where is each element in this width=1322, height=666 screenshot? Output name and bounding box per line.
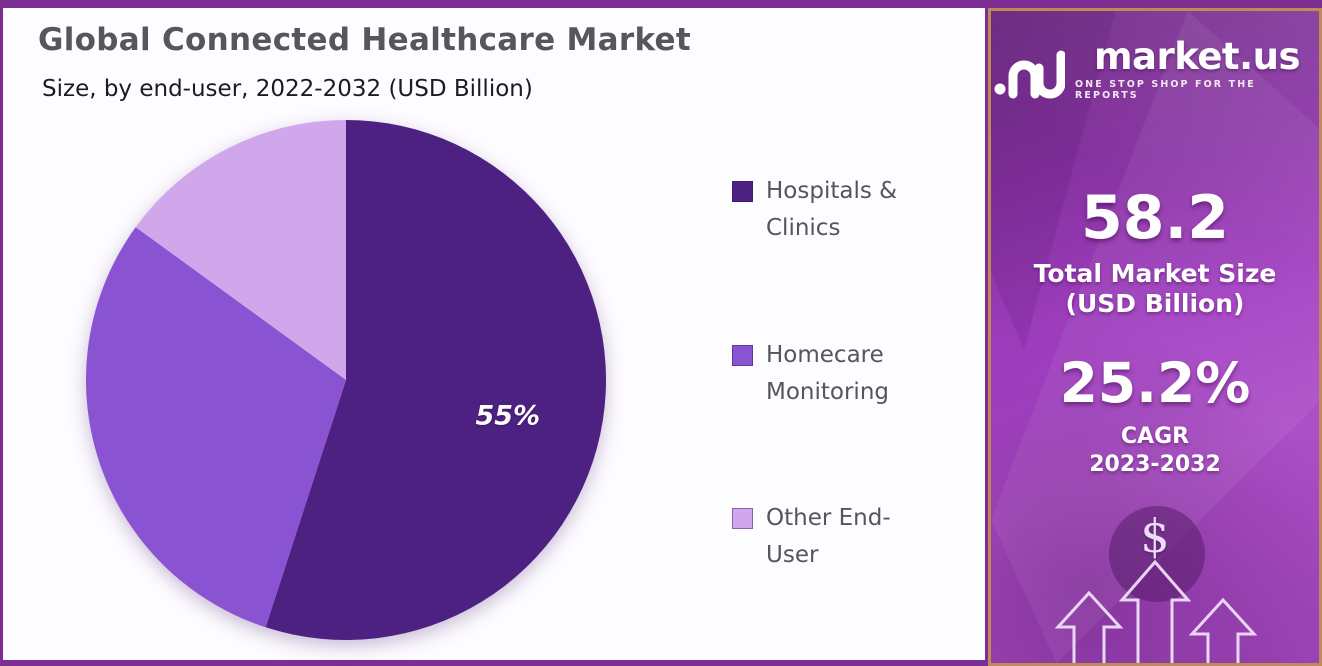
legend-label: Hospitals & Clinics <box>766 178 898 241</box>
page-title: Global Connected Healthcare Market <box>38 22 691 58</box>
brand-sidebar: market.us ONE STOP SHOP FOR THE REPORTS … <box>988 8 1322 666</box>
pie-slice-homecare-monitoring <box>85 227 347 628</box>
growth-arrows-icon <box>1054 559 1258 663</box>
marketus-logo-icon <box>991 41 1066 107</box>
money-circle <box>1109 506 1205 602</box>
legend-item: Homecare Monitoring <box>732 337 931 411</box>
legend-label: Homecare Monitoring <box>766 342 889 405</box>
cagr-label: CAGR 2023-2032 <box>991 423 1319 479</box>
chart-panel: Global Connected Healthcare Market Size,… <box>3 8 985 660</box>
stat-label-line: 2023-2032 <box>1089 451 1221 477</box>
pie-chart: 55% <box>3 8 985 660</box>
legend-item: Other End-User <box>732 500 931 574</box>
dollar-icon: $ <box>1140 509 1170 563</box>
pie-slice-hospitals-clinics <box>265 120 606 641</box>
pie-svg <box>85 119 606 641</box>
page-subtitle: Size, by end-user, 2022-2032 (USD Billio… <box>42 76 533 102</box>
brand-name: market.us <box>1093 35 1301 78</box>
cagr-value: 25.2% <box>1059 351 1251 415</box>
stat-label-line: CAGR <box>1120 424 1190 449</box>
stat-label-line: Total Market Size <box>1033 259 1277 288</box>
total-market-size-value: 58.2 <box>1080 183 1230 253</box>
brand-tagline: ONE STOP SHOP FOR THE REPORTS <box>1075 78 1256 101</box>
legend-item: Hospitals & Clinics <box>732 173 931 247</box>
legend-marker <box>732 508 753 529</box>
brand-block: market.us ONE STOP SHOP FOR THE REPORTS <box>991 35 1319 107</box>
total-market-size-label: Total Market Size (USD Billion) <box>991 259 1319 318</box>
pie-slice-other-end-user <box>135 119 346 380</box>
legend-label: Other End-User <box>766 505 891 568</box>
pie-data-label: 55% <box>475 400 541 432</box>
stat-label-line: (USD Billion) <box>1065 288 1245 318</box>
legend-marker <box>732 181 753 202</box>
legend-marker <box>732 345 753 366</box>
